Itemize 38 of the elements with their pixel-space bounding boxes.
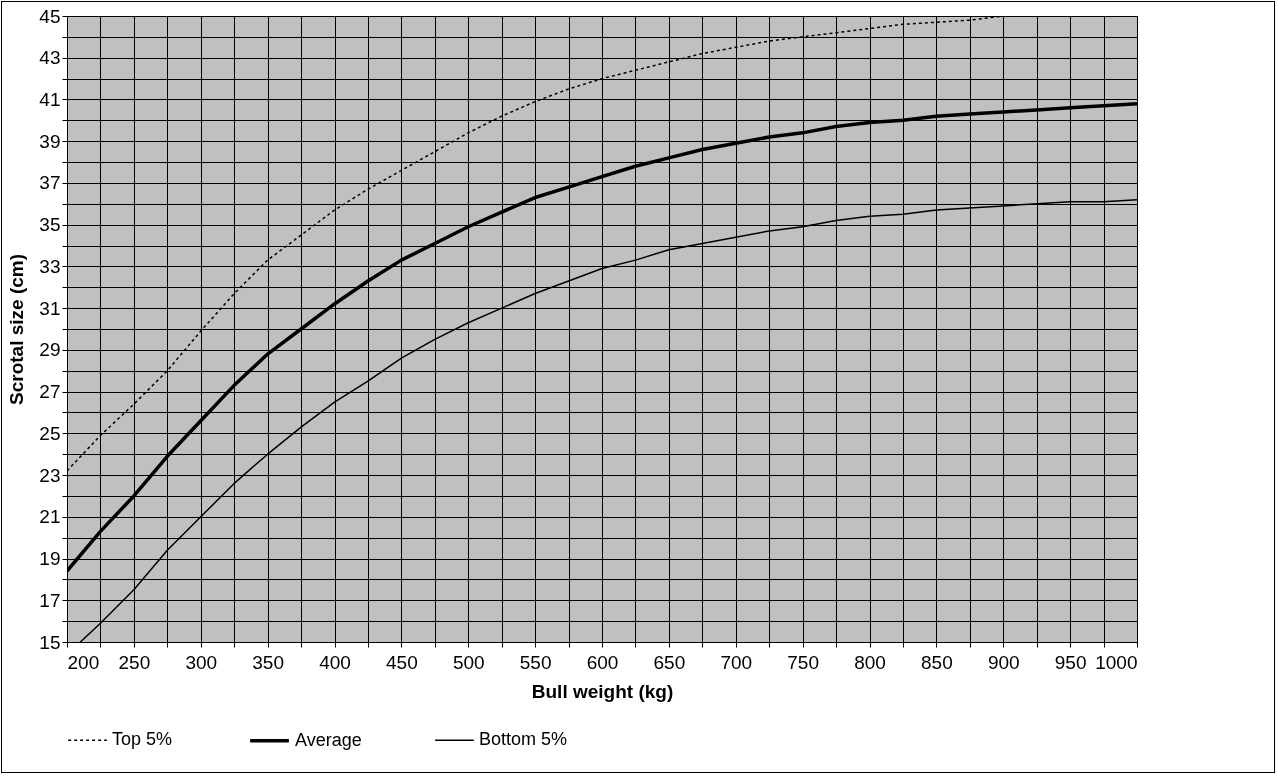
- y-tick-label: 39: [39, 130, 61, 152]
- x-axis-title: Bull weight (kg): [531, 680, 674, 702]
- x-tick-label: 500: [452, 651, 485, 673]
- x-tick-label: 850: [921, 651, 953, 673]
- y-tick-label: 41: [39, 88, 61, 110]
- x-tick-label: 900: [987, 651, 1020, 673]
- y-axis-title: Scrotal size (cm): [6, 254, 28, 405]
- x-tick-label: 600: [586, 651, 619, 673]
- y-tick-label: 31: [39, 297, 61, 319]
- legend-label: Average: [295, 729, 362, 750]
- legend-label: Bottom 5%: [479, 729, 568, 750]
- x-tick-label: 650: [653, 651, 686, 673]
- x-tick-label: 450: [386, 651, 418, 673]
- x-tick-label: 950: [1054, 651, 1087, 673]
- x-tick-label: 750: [787, 651, 819, 673]
- y-tick-label: 25: [39, 422, 61, 444]
- y-tick-label: 45: [39, 5, 61, 27]
- y-tick-label: 29: [39, 339, 61, 361]
- x-tick-label: 200: [67, 651, 100, 673]
- y-tick-label: 33: [39, 255, 61, 277]
- y-tick-label: 37: [39, 172, 61, 194]
- legend-label: Top 5%: [112, 729, 173, 750]
- y-tick-label: 21: [39, 506, 61, 528]
- y-tick-label: 19: [39, 548, 61, 570]
- x-tick-label: 350: [252, 651, 284, 673]
- y-tick-label: 43: [39, 47, 61, 69]
- y-tick-label: 27: [39, 381, 61, 403]
- y-tick-label: 35: [39, 214, 61, 236]
- x-tick-label: 800: [854, 651, 886, 673]
- x-tick-label: 250: [118, 651, 151, 673]
- x-tick-label: 550: [519, 651, 552, 673]
- x-tick-label: 300: [185, 651, 218, 673]
- x-tick-label: 400: [319, 651, 351, 673]
- y-tick-label: 23: [39, 464, 61, 486]
- y-tick-label: 15: [39, 631, 61, 653]
- y-tick-label: 17: [39, 589, 61, 611]
- x-tick-label: 700: [720, 651, 753, 673]
- x-tick-label: 1000: [1095, 651, 1138, 673]
